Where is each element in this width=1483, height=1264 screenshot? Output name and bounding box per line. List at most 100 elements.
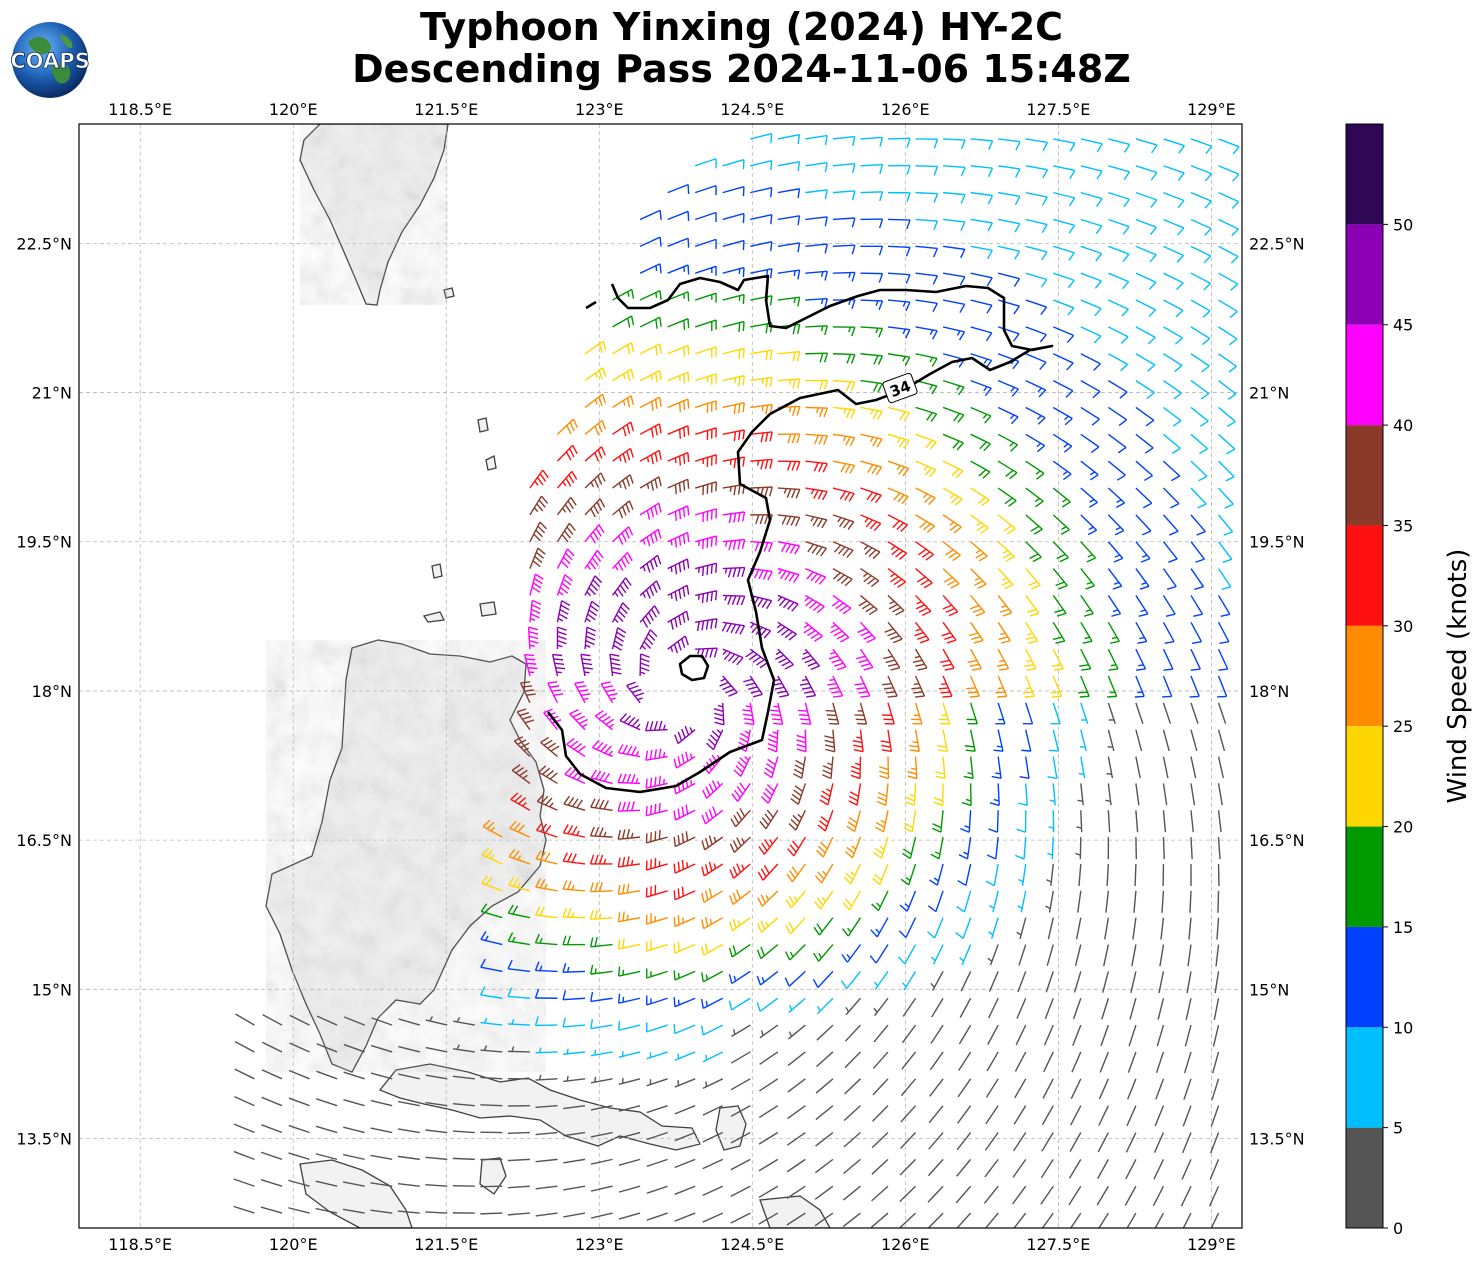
wind-barb: [1135, 487, 1153, 509]
wind-barb: [777, 487, 801, 499]
wind-barb: [805, 297, 828, 308]
wind-barb: [1154, 1212, 1165, 1228]
wind-barb: [556, 470, 578, 489]
wind-barb: [1077, 675, 1090, 698]
wind-barb: [722, 320, 745, 333]
wind-barb: [722, 538, 746, 551]
wind-barb: [909, 729, 921, 753]
wind-barb: [1052, 621, 1066, 644]
wind-barb: [956, 1132, 972, 1151]
wind-barb: [370, 1209, 393, 1214]
wind-barb: [935, 756, 946, 780]
wind-barb: [832, 567, 853, 587]
wind-barb: [970, 460, 991, 479]
wind-barb: [645, 995, 668, 1006]
wind-barb: [997, 541, 1015, 562]
wind-barb: [759, 1024, 779, 1039]
wind-barb: [1021, 729, 1032, 752]
wind-barb: [507, 904, 531, 919]
wind-barb: [941, 621, 957, 644]
wind-barb: [617, 773, 641, 785]
wind-barb: [1098, 1078, 1109, 1100]
wind-barb: [777, 378, 801, 389]
lon-tick-top-label: 121.5°E: [414, 100, 478, 119]
title-line-2: Descending Pass 2024-11-06 15:48Z: [352, 47, 1131, 91]
wind-barb: [1190, 541, 1206, 563]
wind-barb: [695, 590, 718, 604]
wind-barb: [756, 944, 779, 960]
wind-barb: [452, 1102, 475, 1107]
wind-barb: [645, 913, 668, 925]
wind-barb: [1162, 783, 1168, 806]
wind-barb: [967, 648, 982, 671]
wind-barb: [288, 1152, 310, 1161]
wind-barb: [1211, 1078, 1220, 1101]
wind-barb: [556, 496, 577, 516]
wind-barb: [1080, 514, 1098, 536]
wind-barb: [805, 189, 828, 200]
wind-barb: [507, 1158, 530, 1162]
lon-tick-bottom-label: 124.5°E: [720, 1235, 784, 1254]
wind-barb: [701, 943, 724, 956]
wind-barb: [639, 502, 662, 520]
wind-barb: [1135, 729, 1143, 752]
wind-barb: [1080, 191, 1103, 207]
wind-barb: [1162, 433, 1181, 454]
wind-barb: [871, 1132, 889, 1149]
wind-barb: [730, 1131, 751, 1144]
wind-barb: [1162, 756, 1169, 779]
wind-barb: [1218, 460, 1235, 482]
wind-barb: [562, 880, 586, 892]
wind-barb: [1135, 406, 1155, 427]
wind-barb: [617, 744, 641, 758]
wind-barb: [536, 822, 558, 838]
wind-barb: [584, 626, 596, 650]
wind-barb: [1045, 890, 1054, 913]
wind-barb: [871, 1185, 889, 1202]
wind-barb: [1189, 675, 1200, 698]
wind-barb: [927, 1158, 944, 1177]
wind-barb: [584, 549, 604, 570]
wind-barb: [481, 847, 503, 865]
wind-barb: [963, 756, 974, 780]
wind-barb: [970, 433, 991, 452]
wind-barb: [882, 702, 895, 725]
colorbar-frame: [1345, 123, 1384, 1229]
wind-barb: [1210, 1105, 1220, 1127]
wind-barb: [1052, 541, 1069, 563]
wind-barb: [667, 584, 690, 602]
wind-barb: [425, 1156, 448, 1161]
wind-barb: [816, 836, 834, 858]
wind-barb: [612, 421, 635, 437]
wind-barb: [1155, 1078, 1165, 1100]
wind-barb: [805, 134, 828, 146]
wind-barb: [1135, 353, 1156, 372]
wind-barb: [1025, 406, 1046, 425]
wind-barb: [730, 1185, 751, 1198]
wind-barb: [1048, 810, 1055, 833]
wind-barb: [574, 681, 591, 704]
wind-barb: [805, 541, 827, 557]
wind-barb: [343, 1099, 365, 1107]
wind-barb: [928, 1105, 944, 1124]
wind-barb: [645, 802, 668, 817]
wind-barb: [848, 783, 862, 806]
wind-barb: [816, 1024, 834, 1041]
wind-barb: [1107, 729, 1115, 752]
wind-barb: [989, 783, 1000, 807]
wind-barb: [1080, 568, 1096, 590]
wind-barb: [1050, 702, 1061, 725]
wind-barb: [370, 1044, 393, 1053]
wind-barb: [880, 729, 893, 753]
landmass-batanes-1: [477, 417, 489, 433]
wind-barb: [1070, 1078, 1082, 1099]
wind-barb: [997, 568, 1014, 590]
wind-barb: [535, 1212, 558, 1217]
wind-barb: [1107, 406, 1128, 427]
wind-barb: [694, 211, 717, 222]
wind-barb: [911, 702, 923, 725]
wind-barb: [887, 433, 910, 449]
landmass-mindoro: [299, 1159, 413, 1228]
wind-barb: [915, 460, 937, 478]
wind-barb: [1017, 890, 1027, 913]
